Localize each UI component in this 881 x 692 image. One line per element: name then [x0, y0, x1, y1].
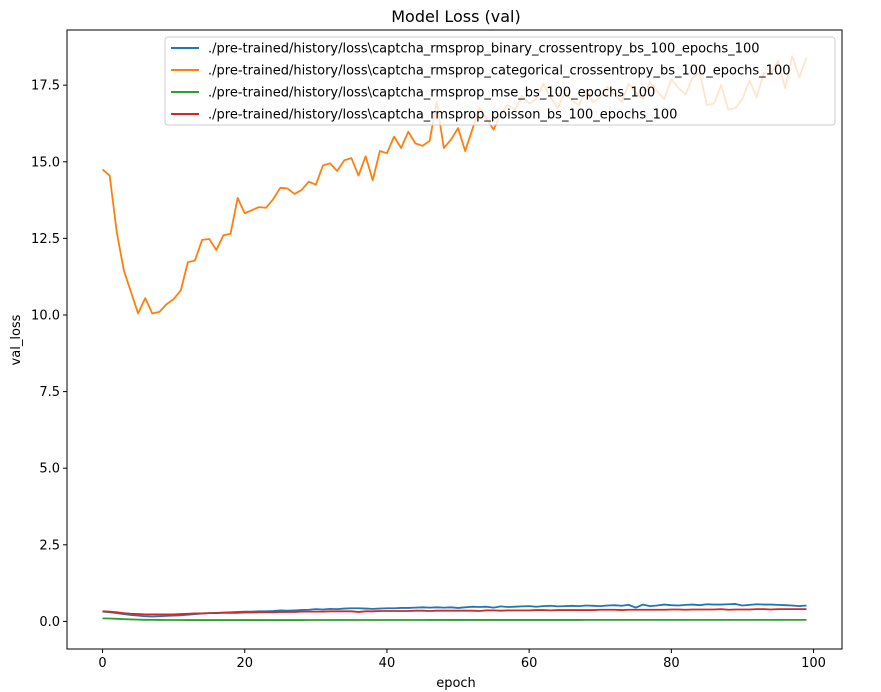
- y-axis-label: val_loss: [9, 314, 24, 365]
- x-tick-label: 0: [98, 656, 106, 671]
- x-tick-label: 100: [801, 656, 826, 671]
- legend-entry: ./pre-trained/history/loss\captcha_rmspr…: [208, 86, 655, 101]
- y-tick-label: 5.0: [39, 462, 60, 477]
- legend-box: [164, 36, 836, 126]
- y-tick-label: 15.0: [31, 155, 60, 170]
- series-line-3: [102, 608, 807, 616]
- axes-frame: [66, 29, 843, 650]
- legend-entry: ./pre-trained/history/loss\captcha_rmspr…: [208, 42, 760, 57]
- y-axis: 0.0 2.5 5.0 7.5 10.0 12.5 15.0 17.5: [31, 79, 67, 630]
- x-tick-label: 40: [379, 656, 396, 671]
- x-tick-label: 80: [663, 656, 680, 671]
- legend: ./pre-trained/history/loss\captcha_rmspr…: [164, 36, 836, 126]
- x-tick-label: 20: [236, 656, 253, 671]
- series-line-2: [102, 617, 807, 621]
- y-tick-label: 7.5: [39, 385, 60, 400]
- legend-entry: ./pre-trained/history/loss\captcha_rmspr…: [208, 64, 790, 79]
- y-tick-label: 2.5: [39, 538, 60, 553]
- chart-title: Model Loss (val): [391, 7, 521, 26]
- y-tick-label: 17.5: [31, 79, 60, 94]
- y-tick-label: 10.0: [31, 308, 60, 323]
- x-axis: 0 20 40 60 80 100: [98, 649, 826, 671]
- x-tick-label: 60: [521, 656, 538, 671]
- legend-entry: ./pre-trained/history/loss\captcha_rmspr…: [208, 108, 677, 123]
- x-axis-label: epoch: [436, 676, 476, 691]
- plot-area: [101, 55, 808, 621]
- y-tick-label: 0.0: [39, 615, 60, 630]
- y-tick-label: 12.5: [31, 232, 60, 247]
